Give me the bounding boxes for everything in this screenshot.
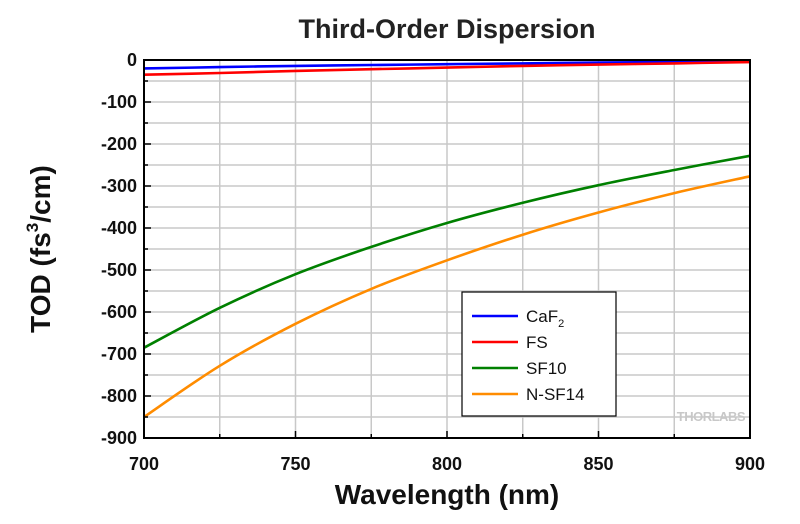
legend: CaF2 FS SF10 N-SF14	[461, 291, 617, 417]
series-line-n-sf14	[143, 175, 751, 419]
thorlabs-watermark: THORLABS	[677, 409, 746, 424]
grid	[144, 60, 750, 438]
y-tick-label: -400	[101, 218, 137, 238]
x-tick-label: 750	[280, 454, 310, 474]
series-line-caf2	[143, 60, 751, 70]
legend-label: CaF2	[526, 307, 564, 330]
y-tick-label: -300	[101, 176, 137, 196]
x-axis-label: Wavelength (nm)	[335, 479, 560, 510]
y-tick-label: 0	[127, 50, 137, 70]
series-line-fs	[143, 60, 751, 76]
y-tick-label: -900	[101, 428, 137, 448]
axis-ticks	[143, 59, 751, 439]
legend-label: SF10	[526, 359, 567, 378]
y-tick-label: -600	[101, 302, 137, 322]
y-tick-labels: 0 -100 -200 -300 -400 -500 -600 -700 -800 -900	[101, 50, 137, 448]
plot-lines	[143, 60, 751, 419]
x-tick-labels: 700 750 800 850 900	[129, 454, 765, 474]
x-tick-label: 700	[129, 454, 159, 474]
chart-title: Third-Order Dispersion	[298, 14, 595, 44]
x-tick-label: 800	[432, 454, 462, 474]
y-axis-label: TOD (fs3/cm)	[23, 165, 56, 333]
x-tick-label: 900	[735, 454, 765, 474]
y-axis-label-sup: 3	[23, 223, 42, 232]
series-line-sf10	[143, 154, 751, 349]
legend-box	[461, 291, 617, 417]
y-tick-label: -500	[101, 260, 137, 280]
legend-label: N-SF14	[526, 385, 585, 404]
y-tick-label: -200	[101, 134, 137, 154]
y-tick-label: -700	[101, 344, 137, 364]
legend-label: FS	[526, 333, 548, 352]
y-axis-label-suffix: /cm)	[25, 165, 56, 223]
x-tick-label: 850	[583, 454, 613, 474]
y-tick-label: -800	[101, 386, 137, 406]
y-axis-label-prefix: TOD (fs	[25, 232, 56, 333]
y-tick-label: -100	[101, 92, 137, 112]
